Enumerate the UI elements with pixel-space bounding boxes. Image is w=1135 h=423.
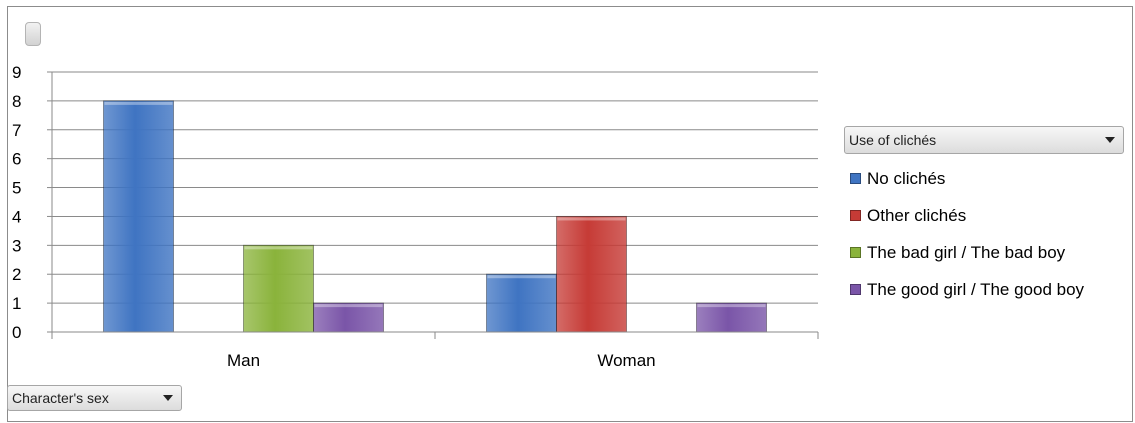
legend-item[interactable]: Other clichés	[850, 197, 1084, 234]
bar[interactable]	[556, 215, 627, 333]
bar-highlight	[557, 217, 626, 221]
y-tick-label: 7	[12, 121, 21, 140]
bar-highlight	[244, 246, 313, 250]
legend-swatch	[850, 247, 861, 258]
axis-field-label: Character's sex	[12, 390, 109, 406]
y-tick-label: 6	[12, 150, 21, 169]
y-tick-label: 5	[12, 179, 21, 198]
bar[interactable]	[313, 302, 384, 333]
bar[interactable]	[243, 244, 314, 333]
legend-item[interactable]: The bad girl / The bad boy	[850, 234, 1084, 271]
y-tick-label: 3	[12, 236, 21, 255]
legend-swatch	[850, 284, 861, 295]
legend-item[interactable]: The good girl / The good boy	[850, 271, 1084, 308]
bar-highlight	[487, 275, 556, 279]
legend: No clichés Other clichés The bad girl / Th…	[850, 160, 1084, 308]
x-category-label: Woman	[597, 351, 655, 370]
bar-highlight	[697, 304, 766, 308]
chart-frame	[7, 6, 1133, 422]
bar[interactable]	[486, 273, 557, 333]
legend-field-label: Use of clichés	[849, 132, 937, 148]
chevron-down-icon	[163, 395, 173, 401]
y-tick-label: 4	[12, 207, 21, 226]
y-tick-label: 0	[12, 323, 21, 342]
y-tick-label: 2	[12, 265, 21, 284]
legend-label: No clichés	[867, 168, 946, 188]
values-field-button[interactable]	[25, 22, 41, 46]
legend-label: The good girl / The good boy	[867, 279, 1085, 299]
axis-field-dropdown[interactable]: Character's sex	[7, 385, 182, 411]
bar-highlight	[104, 101, 173, 105]
legend-label: Other clichés	[867, 205, 967, 225]
bar-highlight	[314, 304, 383, 308]
y-tick-label: 8	[12, 92, 21, 111]
bar[interactable]	[696, 302, 767, 333]
y-tick-label: 1	[12, 294, 21, 313]
legend-swatch	[850, 173, 861, 184]
x-category-label: Man	[227, 351, 260, 370]
legend-label: The bad girl / The bad boy	[867, 242, 1066, 262]
legend-item[interactable]: No clichés	[850, 160, 1084, 197]
legend-field-dropdown[interactable]: Use of clichés	[844, 126, 1124, 154]
chevron-down-icon	[1105, 137, 1115, 143]
legend-swatch	[850, 210, 861, 221]
bar[interactable]	[103, 100, 174, 333]
y-tick-label: 9	[12, 63, 21, 82]
